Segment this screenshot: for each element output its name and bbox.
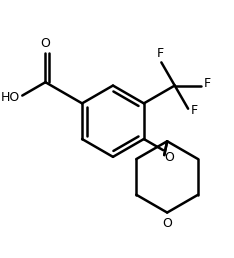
Text: O: O (162, 216, 172, 230)
Text: HO: HO (1, 91, 20, 104)
Text: F: F (191, 104, 198, 117)
Text: F: F (204, 77, 211, 90)
Text: O: O (40, 37, 50, 50)
Text: O: O (164, 151, 174, 164)
Text: F: F (157, 47, 164, 60)
